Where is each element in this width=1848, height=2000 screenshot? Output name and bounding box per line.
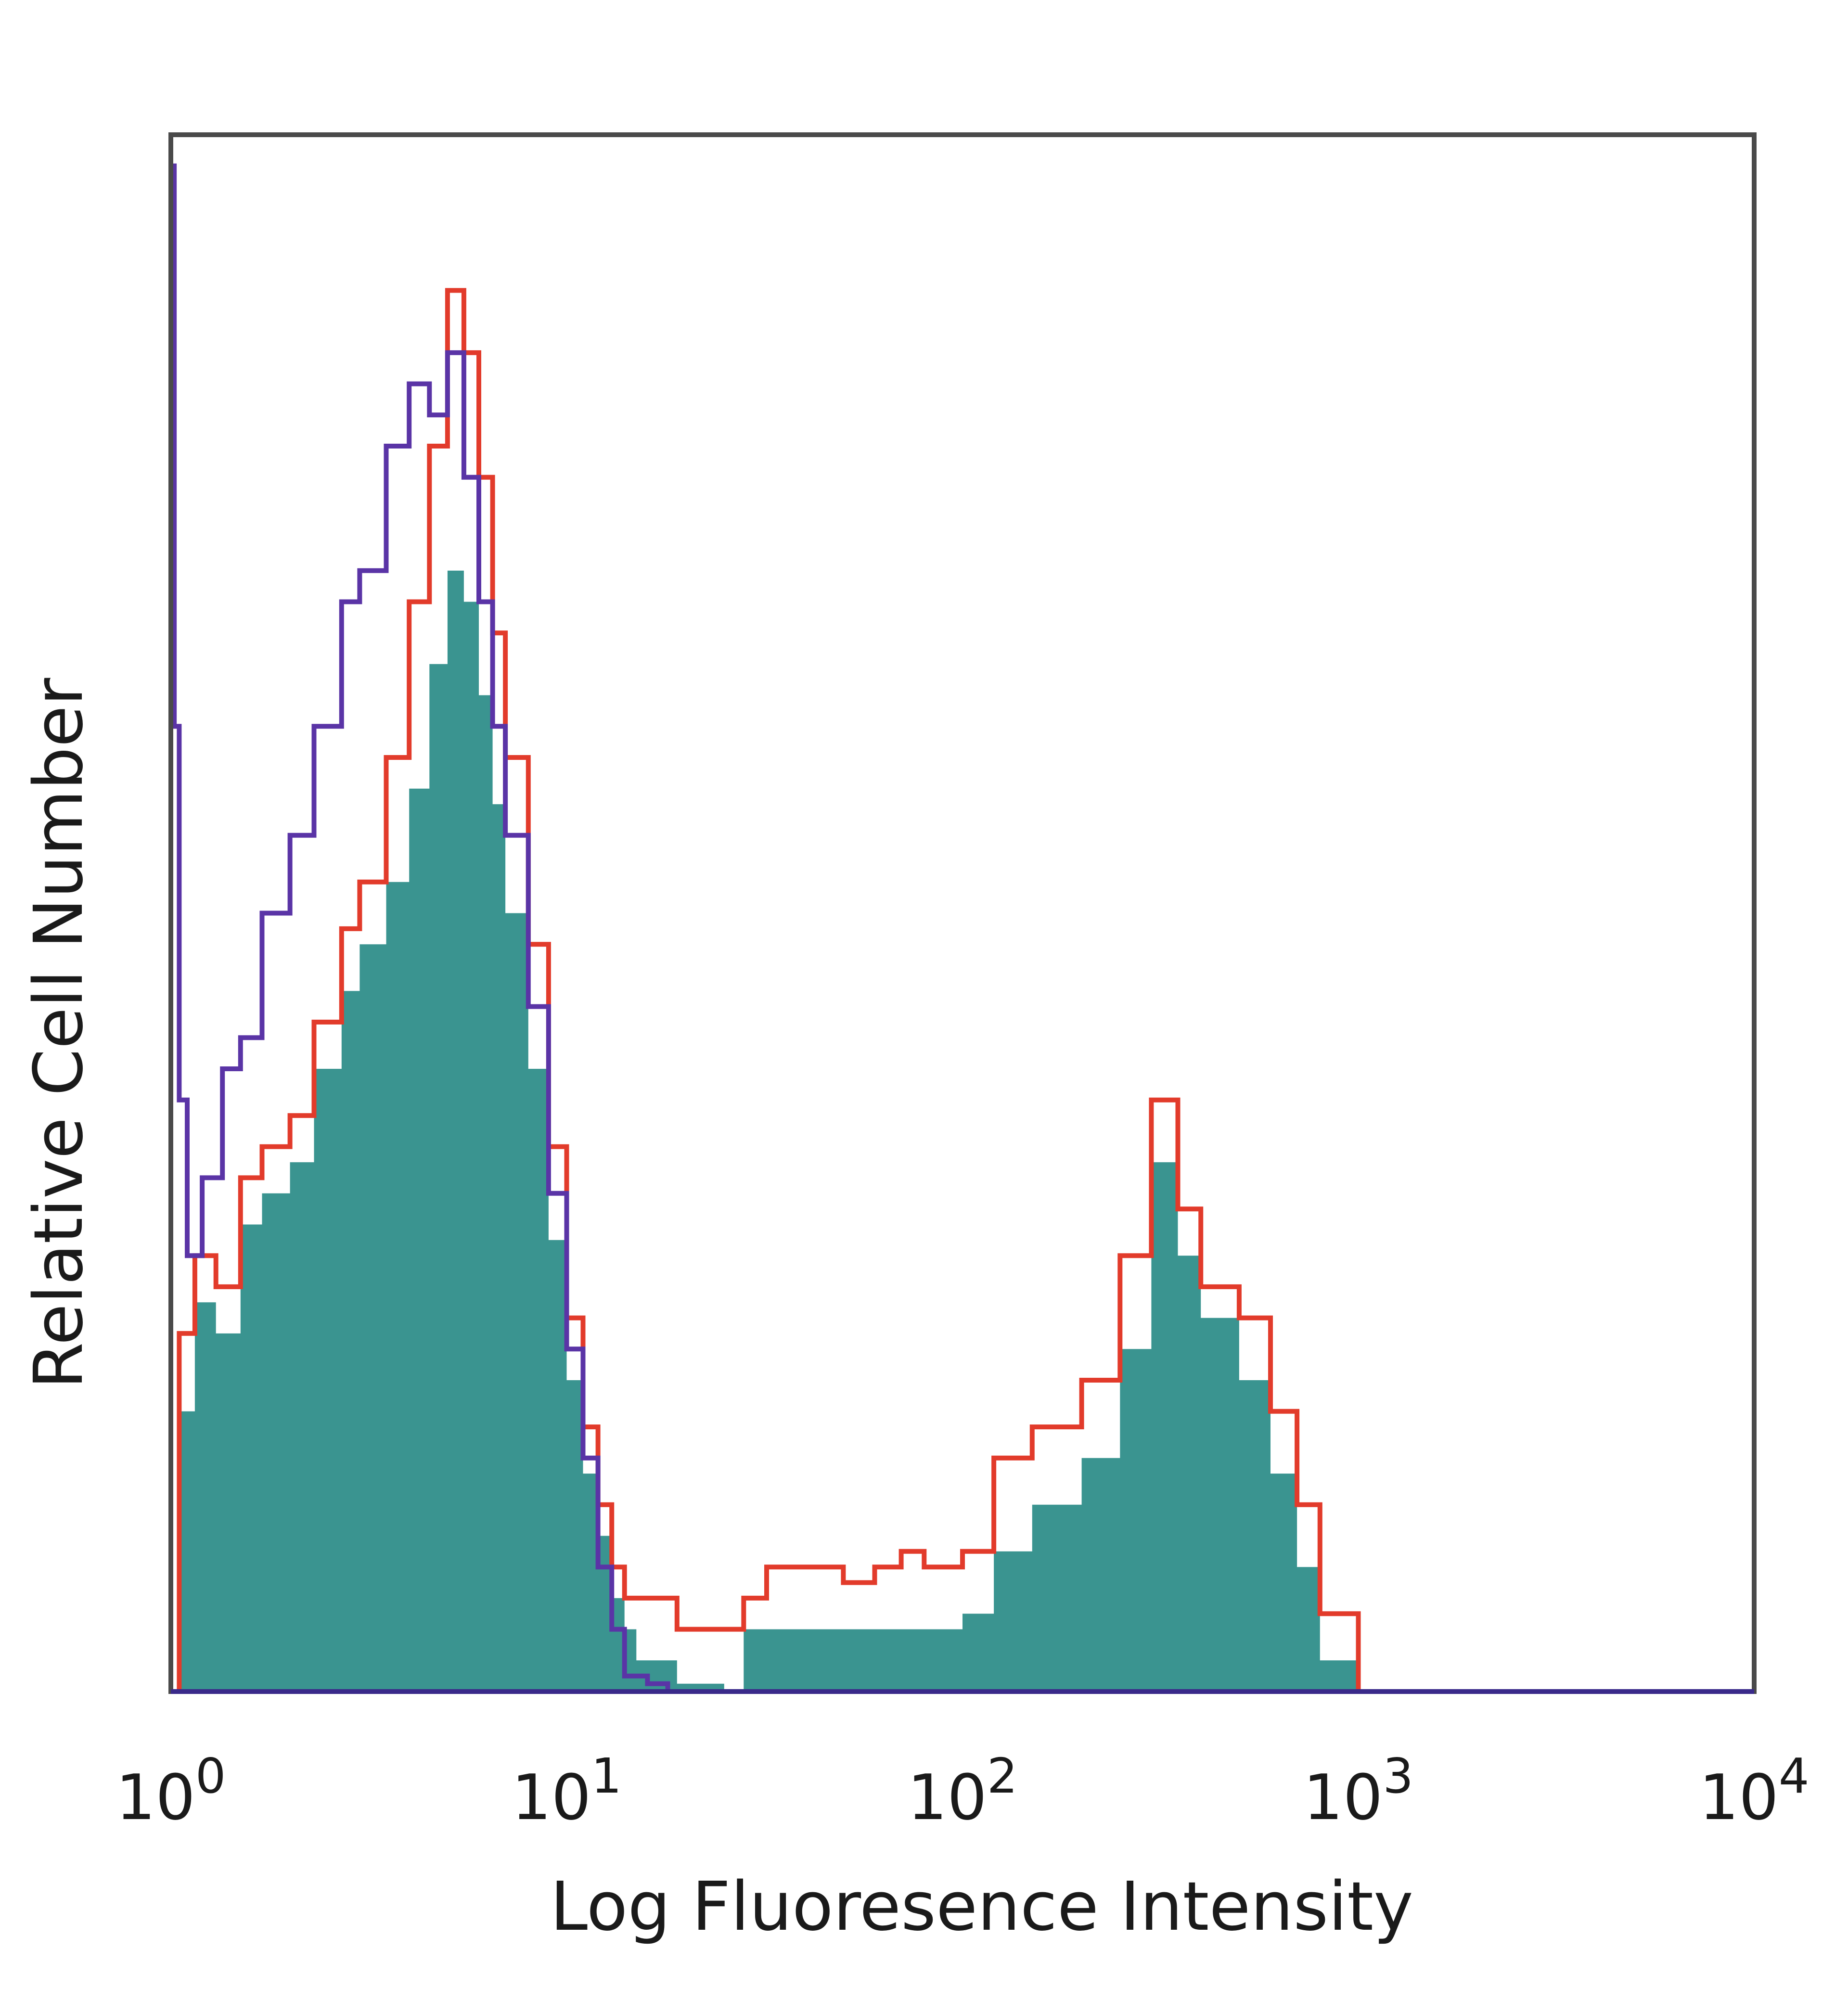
series-2-line xyxy=(171,163,1754,1694)
x-tick-label-2: 102 xyxy=(907,1748,1017,1834)
series-1-line xyxy=(171,288,1361,1694)
x-tick-label-3: 103 xyxy=(1303,1748,1413,1834)
x-tick-label-0: 100 xyxy=(116,1748,226,1834)
line-series-layer xyxy=(171,163,1754,1694)
x-tick-labels: 100 101 102 103 104 xyxy=(116,1748,1809,1834)
x-axis-label: Log Fluoresence Intensity xyxy=(550,1868,1413,1946)
filled-series-layer xyxy=(171,570,1359,1692)
x-tick-label-4: 104 xyxy=(1699,1748,1809,1834)
series-0-filled-area xyxy=(171,570,1359,1692)
y-axis-label: Relative Cell Number xyxy=(20,678,98,1389)
x-tick-label-1: 101 xyxy=(512,1748,622,1834)
